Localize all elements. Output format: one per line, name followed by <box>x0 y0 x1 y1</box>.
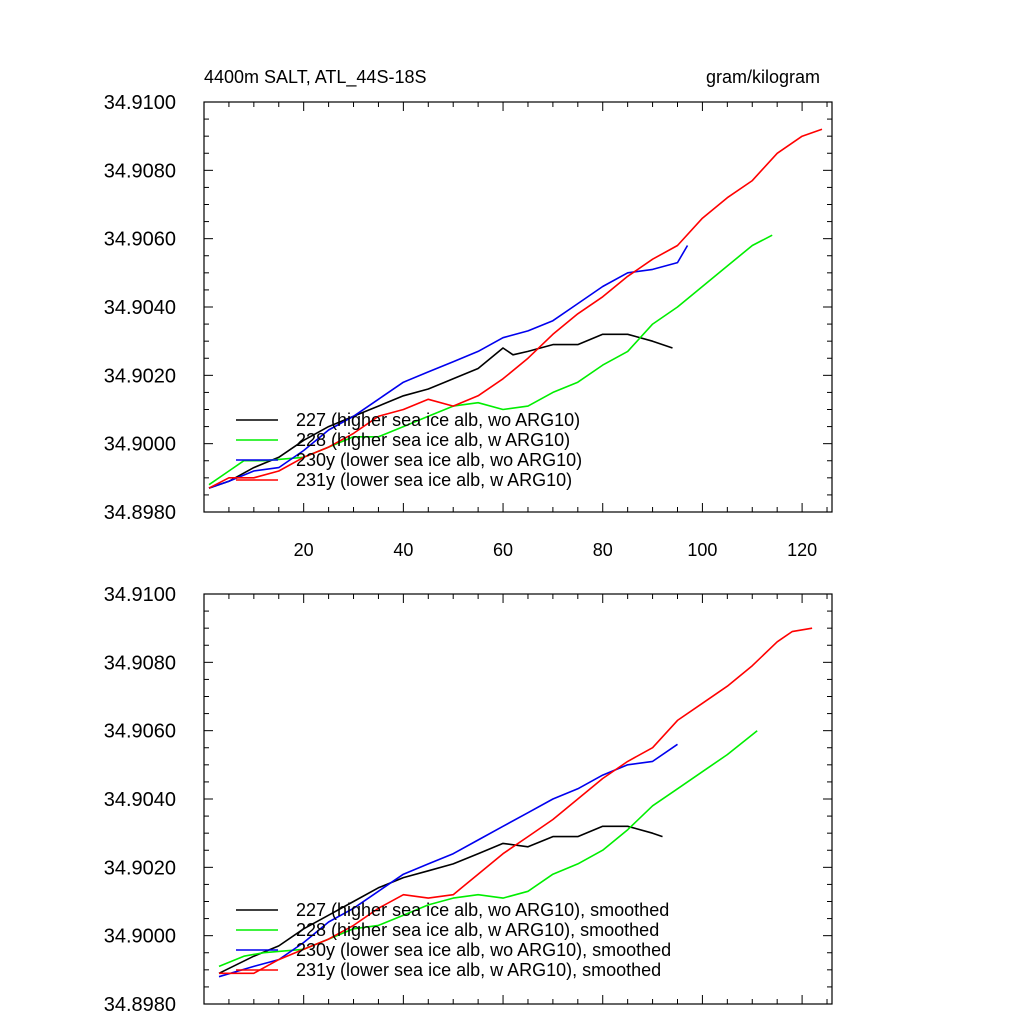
top-panel-raw: 20 40 60 80 100 120 34.9100 34.9080 34.9060 34.90… <box>104 92 833 560</box>
legend-label-227: 227 (higher sea ice alb, wo ARG10), smoo… <box>296 900 669 920</box>
legend-label-230y: 230y (lower sea ice alb, wo ARG10) <box>296 450 582 470</box>
legend-label-231y: 231y (lower sea ice alb, w ARG10), smoot… <box>296 960 661 980</box>
y-tick-label: 34.9040 <box>104 789 176 811</box>
y-tick-label: 34.9080 <box>104 160 176 182</box>
y-tick-label: 34.9000 <box>104 926 176 948</box>
legend-label-227: 227 (higher sea ice alb, wo ARG10) <box>296 410 580 430</box>
series-line-230y <box>218 743 678 978</box>
series-line-227 <box>218 825 663 975</box>
y-tick-label: 34.9060 <box>104 229 176 251</box>
y-tick-label: 34.9060 <box>104 721 176 743</box>
x-tick-label: 40 <box>393 540 413 560</box>
x-tick-label: 60 <box>493 540 513 560</box>
legend-label-230y: 230y (lower sea ice alb, wo ARG10), smoo… <box>296 940 671 960</box>
x-tick-label: 80 <box>593 540 613 560</box>
bottom-panel-smoothed: 34.9100 34.9080 34.9060 34.9040 34.9020 34.90… <box>104 584 833 1016</box>
y-tick-label: 34.9080 <box>104 652 176 674</box>
series-line-231y <box>208 128 823 489</box>
y-tick-label: 34.9100 <box>104 92 176 114</box>
series-line-231y <box>219 627 813 975</box>
y-tick-label: 34.9040 <box>104 297 176 319</box>
y-tick-label: 34.8980 <box>104 502 176 524</box>
x-tick-label: 120 <box>787 540 817 560</box>
legend-label-228: 228 (higher sea ice alb, w ARG10) <box>296 430 570 450</box>
legend-label-228: 228 (higher sea ice alb, w ARG10), smoot… <box>296 920 659 940</box>
x-tick-label: 100 <box>687 540 717 560</box>
series-line-228 <box>208 234 773 486</box>
y-tick-label: 34.9000 <box>104 434 176 456</box>
chart-title: 4400m SALT, ATL_44S-18S <box>204 67 426 88</box>
chart-units: gram/kilogram <box>706 67 820 87</box>
y-tick-label: 34.9020 <box>104 365 176 387</box>
series-line-230y <box>208 245 689 489</box>
legend-label-231y: 231y (lower sea ice alb, w ARG10) <box>296 470 572 490</box>
series-line-227 <box>208 333 673 489</box>
y-tick-label: 34.9020 <box>104 857 176 879</box>
x-tick-label: 20 <box>294 540 314 560</box>
y-tick-label: 34.9100 <box>104 584 176 606</box>
y-tick-label: 34.8980 <box>104 994 176 1016</box>
